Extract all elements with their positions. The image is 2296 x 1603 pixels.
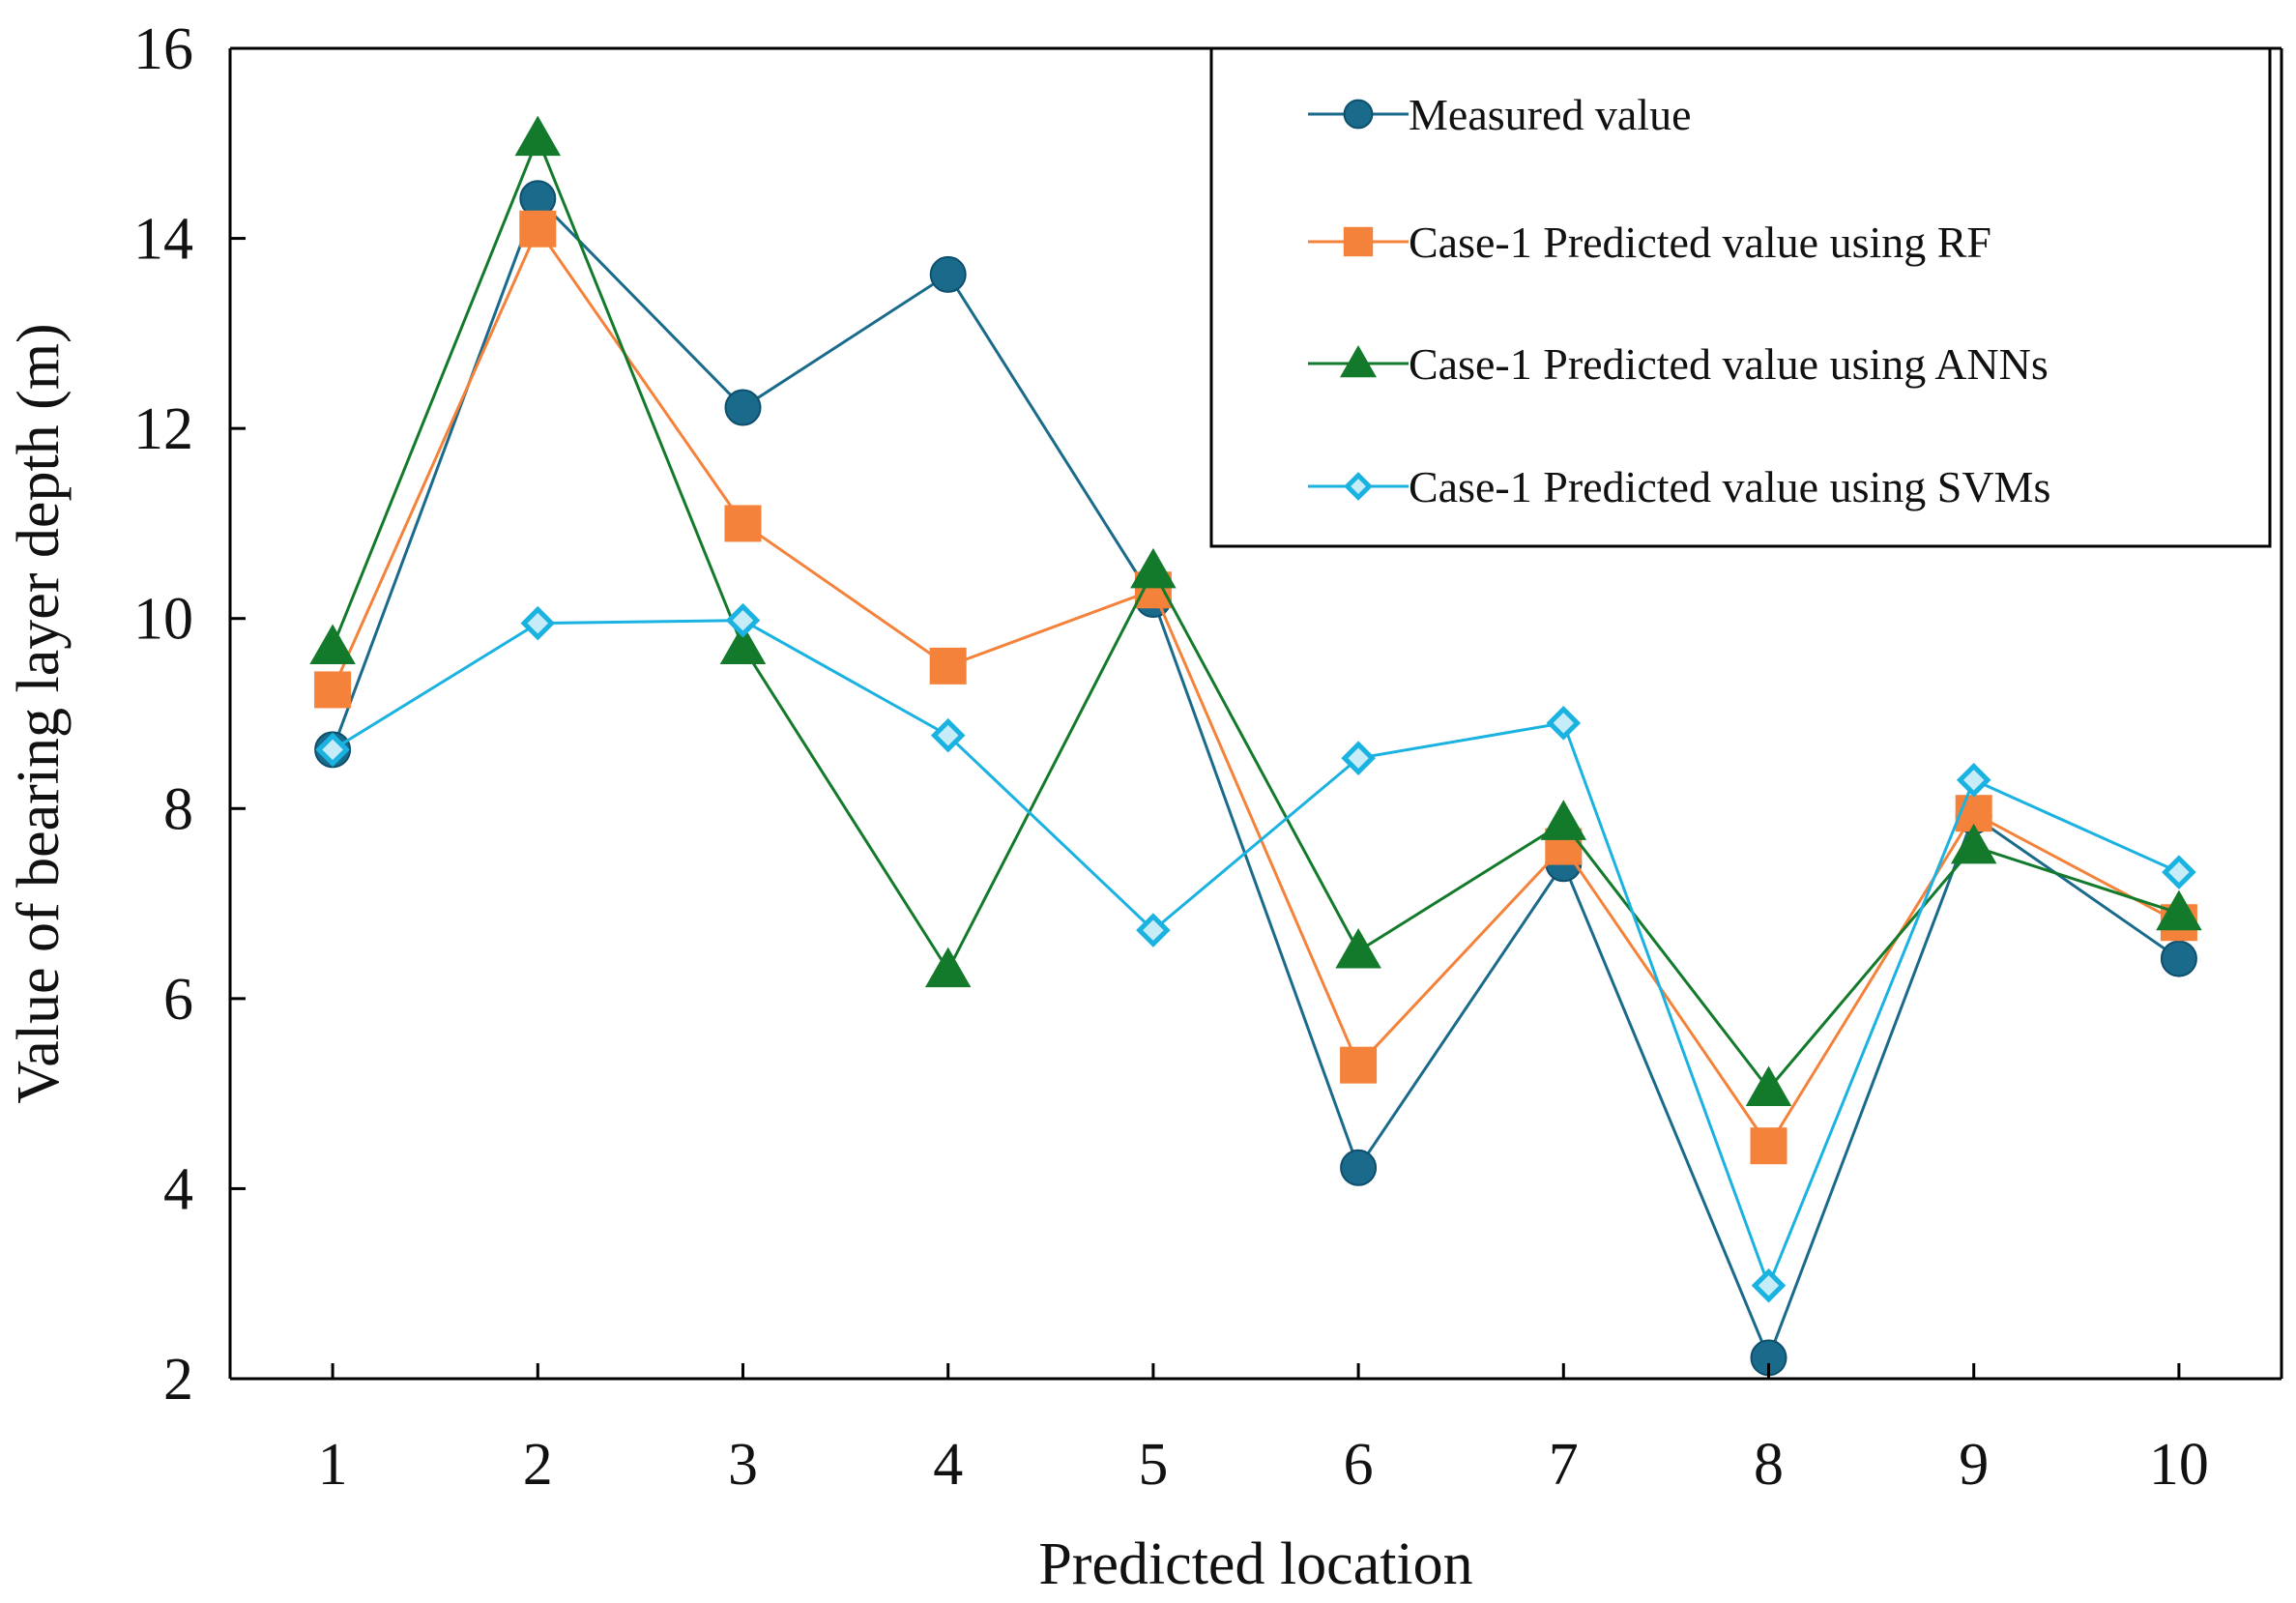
x-tick-label: 2 — [523, 1432, 553, 1498]
x-tick-label: 4 — [933, 1432, 963, 1498]
x-tick-label: 3 — [728, 1432, 758, 1498]
x-tick-label: 8 — [1754, 1432, 1784, 1498]
data-point — [1540, 800, 1587, 840]
legend-entry: Case-1 Predicted value using ANNs — [1308, 339, 2049, 389]
legend-swatch-marker — [1344, 472, 1373, 501]
data-point — [1136, 913, 1171, 947]
y-tick-label: 12 — [133, 396, 193, 462]
data-point — [725, 602, 761, 638]
y-tick-label: 14 — [133, 207, 193, 273]
series-line — [331, 195, 2180, 1362]
legend-entry: Case-1 Predicted value using RF — [1308, 218, 1991, 267]
data-point — [719, 624, 767, 665]
series-3 — [309, 115, 2202, 1107]
series-4 — [315, 602, 2196, 1303]
legend-swatch-marker — [1343, 99, 1374, 130]
legend-entry: Measured value — [1308, 90, 1692, 139]
series-line — [331, 134, 2180, 1092]
y-tick-label: 4 — [163, 1156, 193, 1222]
x-ticks: 1 2 3 4 5 6 7 8 9 10 — [318, 1363, 2209, 1498]
legend-swatch-marker — [1340, 345, 1377, 378]
data-point — [520, 605, 556, 641]
data-point — [1745, 1065, 1792, 1107]
legend: Measured value Case-1 Predicted value usi… — [1209, 46, 2272, 548]
x-tick-label: 7 — [1549, 1432, 1579, 1498]
series-line — [332, 619, 2180, 1290]
x-tick-label: 6 — [1344, 1432, 1374, 1498]
data-point — [924, 947, 972, 988]
y-tick-label: 10 — [133, 587, 193, 653]
x-axis-title: Predicted location — [1038, 1531, 1472, 1597]
data-point — [1751, 1268, 1787, 1303]
legend-entry: Case-1 Predicted value using SVMs — [1308, 462, 2050, 511]
data-point — [1130, 547, 1177, 589]
x-tick-label: 5 — [1138, 1432, 1168, 1498]
legend-label: Case-1 Predicted value using SVMs — [1409, 462, 2050, 511]
legend-box — [1209, 46, 2272, 548]
series-layer — [309, 115, 2202, 1377]
y-tick-label: 6 — [163, 967, 193, 1033]
data-point — [1341, 741, 1376, 775]
series-line — [331, 225, 2180, 1149]
y-axis-title: Value of bearing layer depth (m) — [6, 323, 72, 1103]
data-point — [519, 210, 557, 248]
data-point — [315, 732, 350, 768]
y-tick-label: 2 — [163, 1347, 193, 1413]
y-ticks: 2 4 6 8 10 12 14 16 — [133, 16, 246, 1413]
x-tick-label: 1 — [318, 1432, 348, 1498]
y-tick-label: 16 — [133, 16, 193, 82]
data-point — [724, 389, 762, 426]
series-2 — [314, 210, 2197, 1165]
data-point — [1340, 1149, 1378, 1186]
data-point — [1546, 706, 1582, 741]
data-point — [929, 647, 967, 685]
data-point — [314, 671, 352, 709]
data-point — [309, 624, 356, 665]
data-point — [2160, 940, 2197, 977]
data-point — [930, 717, 966, 753]
x-tick-label: 10 — [2149, 1432, 2209, 1498]
data-point — [1750, 1127, 1787, 1165]
data-point — [929, 255, 967, 293]
data-point — [2162, 855, 2196, 889]
data-point — [1335, 927, 1381, 969]
y-tick-label: 8 — [163, 776, 193, 842]
data-point — [1340, 1046, 1378, 1084]
data-point — [724, 505, 762, 542]
legend-swatch-marker — [1343, 226, 1374, 257]
data-point — [514, 115, 562, 157]
legend-label: Measured value — [1409, 90, 1692, 139]
data-point — [2156, 889, 2202, 931]
x-tick-label: 9 — [1959, 1432, 1989, 1498]
legend-label: Case-1 Predicted value using ANNs — [1409, 339, 2049, 389]
data-point — [1950, 823, 1997, 864]
legend-label: Case-1 Predicted value using RF — [1409, 218, 1991, 267]
data-point — [1956, 763, 1991, 798]
